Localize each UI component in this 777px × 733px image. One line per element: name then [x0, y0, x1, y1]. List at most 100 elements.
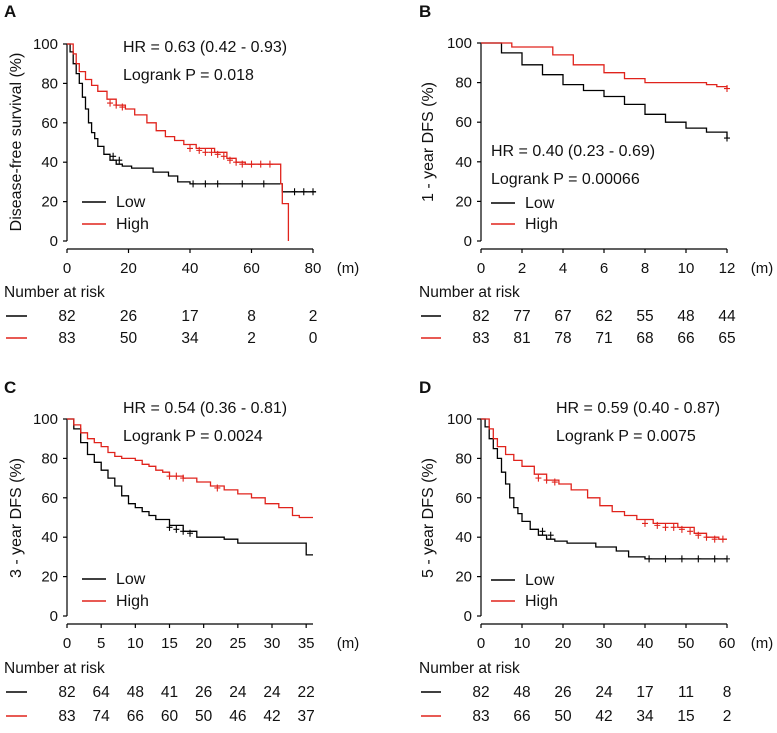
risk-value: 83	[58, 330, 75, 347]
censor-mark-low	[646, 555, 653, 563]
censor-mark-low	[695, 555, 702, 563]
censor-mark-high	[239, 160, 246, 168]
y-tick-label: 60	[455, 114, 472, 131]
risk-value: 11	[678, 684, 694, 701]
risk-value: 8	[723, 684, 732, 701]
hazard-ratio-text: HR = 0.54 (0.36 - 0.81)	[123, 400, 287, 417]
risk-value: 24	[263, 684, 281, 701]
risk-value: 22	[298, 684, 315, 701]
risk-value: 50	[554, 708, 572, 725]
censor-mark-low	[187, 529, 193, 537]
x-tick-label: 4	[559, 260, 567, 277]
y-tick-label: 40	[41, 529, 58, 546]
x-tick-label: 35	[298, 635, 315, 652]
censor-mark-high	[220, 152, 227, 160]
risk-value: 82	[472, 308, 489, 325]
panel-c: C 0 20 40 60 80 100 0 5 10 15 20 25 30 35 (m) 3 - year D…	[4, 378, 359, 725]
legend-label-high: High	[116, 216, 149, 233]
y-tick-label: 60	[41, 115, 58, 132]
censor-mark-high	[226, 156, 233, 164]
panel-letter: B	[419, 2, 431, 21]
risk-value: 17	[636, 684, 653, 701]
censor-mark-low	[214, 180, 221, 188]
censor-mark-low	[662, 555, 669, 563]
x-tick-label: 6	[600, 260, 608, 277]
risk-value: 82	[472, 684, 489, 701]
censor-mark-high	[208, 148, 215, 156]
y-tick-label: 40	[455, 529, 472, 546]
risk-value: 41	[161, 684, 178, 701]
censor-mark-high	[670, 523, 677, 531]
x-tick-label: 8	[641, 260, 649, 277]
censor-mark-low	[166, 523, 173, 531]
risk-value: 82	[58, 684, 75, 701]
risk-value: 2	[723, 708, 732, 725]
x-tick-label: 0	[63, 260, 71, 277]
panel-letter: D	[419, 378, 431, 397]
km-curve-low	[481, 42, 728, 138]
censor-mark-high	[248, 160, 255, 168]
censor-mark-high	[678, 525, 685, 533]
censor-mark-low	[724, 555, 730, 563]
censor-mark-low	[190, 180, 197, 188]
number-at-risk-title: Number at risk	[4, 284, 105, 301]
x-tick-label: 40	[637, 635, 654, 652]
legend-label-high: High	[525, 216, 558, 233]
legend-label-low: Low	[525, 572, 555, 589]
km-curve-low	[481, 418, 727, 560]
risk-value: 64	[93, 684, 111, 701]
x-axis-unit: (m)	[337, 635, 360, 652]
censor-mark-low	[724, 134, 730, 142]
x-tick-label: 20	[555, 635, 572, 652]
x-tick-label: 10	[678, 260, 695, 277]
y-tick-label: 80	[455, 450, 472, 467]
number-at-risk-title: Number at risk	[4, 660, 105, 677]
y-tick-label: 80	[41, 450, 58, 467]
risk-value: 78	[554, 330, 571, 347]
x-axis-unit: (m)	[337, 260, 360, 277]
risk-value: 65	[718, 330, 735, 347]
censor-mark-low	[291, 188, 298, 196]
censor-mark-low	[547, 531, 554, 539]
risk-value: 83	[58, 708, 75, 725]
y-axis-label: Disease-free survival (%)	[8, 53, 25, 232]
censor-mark-high	[711, 535, 718, 543]
risk-value: 77	[513, 308, 530, 325]
hazard-ratio-text: HR = 0.63 (0.42 - 0.93)	[123, 39, 287, 56]
logrank-p-text: Logrank P = 0.00066	[491, 171, 640, 188]
panel-d: D 0 20 40 60 80 100 0 10 20 30 40 50 60 (m) 5 - year DF…	[419, 378, 773, 725]
y-tick-label: 100	[447, 411, 472, 428]
censor-mark-high	[119, 103, 126, 111]
risk-value: 71	[595, 330, 612, 347]
censor-mark-high	[719, 535, 726, 543]
censor-mark-high	[535, 474, 542, 482]
number-at-risk-title: Number at risk	[419, 660, 520, 677]
censor-mark-high	[173, 472, 180, 480]
risk-value: 24	[229, 684, 247, 701]
risk-value: 24	[595, 684, 613, 701]
risk-value: 42	[595, 708, 612, 725]
y-tick-label: 0	[464, 233, 472, 250]
x-tick-label: 5	[97, 635, 105, 652]
y-tick-label: 40	[41, 154, 58, 171]
censor-mark-high	[214, 150, 221, 158]
censor-mark-high	[113, 101, 120, 109]
risk-value: 44	[718, 308, 736, 325]
x-tick-label: 60	[719, 635, 736, 652]
risk-value: 66	[677, 330, 694, 347]
km-curve-high	[481, 42, 728, 89]
km-curve-low	[67, 43, 317, 193]
censor-mark-low	[173, 525, 180, 533]
censor-mark-high	[551, 478, 558, 486]
risk-value: 34	[181, 330, 199, 347]
y-tick-label: 40	[455, 154, 472, 171]
censor-mark-high	[642, 519, 648, 527]
x-tick-label: 20	[195, 635, 212, 652]
risk-value: 26	[120, 308, 137, 325]
panel-letter: C	[4, 378, 16, 397]
x-tick-label: 30	[596, 635, 613, 652]
logrank-p-text: Logrank P = 0.0075	[556, 428, 696, 445]
censor-mark-low	[180, 527, 187, 535]
